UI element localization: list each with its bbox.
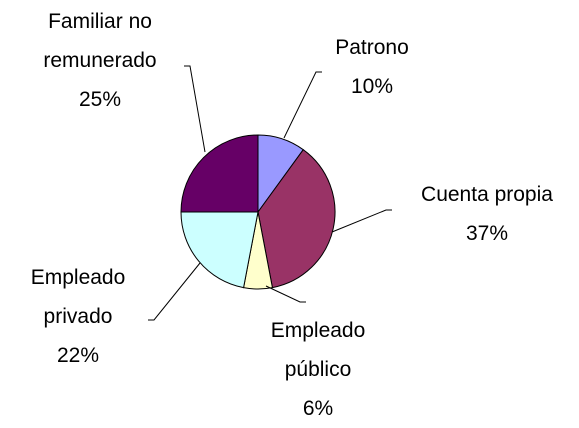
slice-label: Familiar no remunerado 25% — [10, 2, 190, 119]
category-label: Empleado público — [270, 319, 366, 381]
leader-line — [283, 71, 322, 139]
value-label: 37% — [465, 222, 509, 245]
value-label: 22% — [56, 344, 100, 367]
pie-slice — [180, 211, 259, 289]
category-label: Familiar no remunerado — [43, 10, 157, 72]
leader-line — [265, 285, 306, 303]
chart — [148, 65, 392, 321]
category-label: Cuenta propia — [421, 183, 553, 206]
value-label: 10% — [350, 75, 394, 98]
slice-label: Cuenta propia 37% — [387, 175, 579, 253]
value-label: 6% — [302, 397, 334, 420]
category-label: Empleado privado — [30, 266, 126, 328]
slice-label: Empleado privado 22% — [13, 258, 143, 375]
leader-lines — [148, 65, 392, 321]
leader-line — [148, 262, 201, 321]
leader-line — [331, 209, 392, 233]
pie-slice — [257, 149, 336, 289]
category-label: Patrono — [335, 36, 409, 59]
leader-line — [184, 65, 206, 153]
slice-label: Empleado público 6% — [253, 311, 383, 428]
slice-label: Patrono 10% — [292, 28, 452, 106]
pie-slice — [180, 134, 259, 213]
value-label: 25% — [78, 88, 122, 111]
pie — [180, 134, 336, 290]
page: (() => { const data = JSON.parse(documen… — [10, 2, 579, 420]
